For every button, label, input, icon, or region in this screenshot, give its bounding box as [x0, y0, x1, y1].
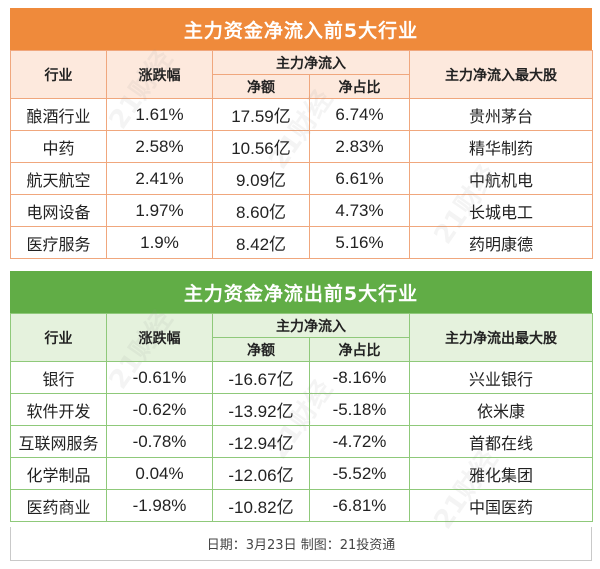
outflow-header-group: 主力净流入: [212, 313, 410, 338]
outflow-cell-top-stock: 首都在线: [409, 425, 593, 458]
outflow-title: 主力资金净流出前5大行业: [183, 282, 419, 305]
inflow-table-row: 中药 2.58% 10.56亿 2.83% 精华制药: [10, 130, 593, 163]
outflow-cell-industry: 软件开发: [10, 393, 107, 426]
outflow-cell-top-stock: 依米康: [409, 393, 593, 426]
inflow-cell-change: 1.9%: [106, 226, 213, 259]
outflow-cell-ratio: -5.52%: [309, 457, 410, 490]
outflow-cell-change: -1.98%: [106, 489, 213, 522]
inflow-cell-industry: 电网设备: [10, 194, 107, 227]
inflow-cell-amount: 17.59亿: [212, 98, 310, 131]
inflow-cell-industry: 中药: [10, 130, 107, 163]
outflow-cell-amount: -12.94亿: [212, 425, 310, 458]
outflow-cell-amount: -10.82亿: [212, 489, 310, 522]
outflow-table: 行业 涨跌幅 主力净流入 主力净流出最大股 净额 净占比 银行 -0.61% -16…: [10, 313, 593, 522]
inflow-header-change: 涨跌幅: [106, 50, 213, 99]
inflow-header-group: 主力净流入: [212, 50, 410, 75]
inflow-cell-industry: 酿酒行业: [10, 98, 107, 131]
outflow-header-ratio: 净占比: [309, 337, 410, 362]
inflow-cell-ratio: 6.61%: [309, 162, 410, 195]
inflow-table-row: 航天航空 2.41% 9.09亿 6.61% 中航机电: [10, 162, 593, 195]
inflow-cell-change: 1.61%: [106, 98, 213, 131]
footer-text: 日期：3月23日 制图：21投资通: [206, 538, 396, 553]
outflow-cell-industry: 互联网服务: [10, 425, 107, 458]
outflow-cell-change: -0.78%: [106, 425, 213, 458]
inflow-header-amount: 净额: [212, 74, 310, 99]
inflow-cell-top-stock: 精华制药: [409, 130, 593, 163]
inflow-cell-amount: 10.56亿: [212, 130, 310, 163]
inflow-cell-top-stock: 中航机电: [409, 162, 593, 195]
outflow-cell-ratio: -6.81%: [309, 489, 410, 522]
outflow-table-row: 互联网服务 -0.78% -12.94亿 -4.72% 首都在线: [10, 425, 593, 458]
outflow-cell-change: -0.62%: [106, 393, 213, 426]
outflow-cell-change: 0.04%: [106, 457, 213, 490]
outflow-header-amount: 净额: [212, 337, 310, 362]
inflow-cell-top-stock: 药明康德: [409, 226, 593, 259]
inflow-table-row: 医疗服务 1.9% 8.42亿 5.16% 药明康德: [10, 226, 593, 259]
inflow-cell-ratio: 5.16%: [309, 226, 410, 259]
inflow-cell-ratio: 4.73%: [309, 194, 410, 227]
footer-credit: 日期：3月23日 制图：21投资通: [10, 527, 592, 561]
outflow-cell-top-stock: 中国医药: [409, 489, 593, 522]
outflow-table-row: 银行 -0.61% -16.67亿 -8.16% 兴业银行: [10, 361, 593, 394]
outflow-cell-ratio: -8.16%: [309, 361, 410, 394]
inflow-cell-amount: 9.09亿: [212, 162, 310, 195]
outflow-cell-change: -0.61%: [106, 361, 213, 394]
inflow-cell-change: 1.97%: [106, 194, 213, 227]
outflow-cell-ratio: -5.18%: [309, 393, 410, 426]
outflow-cell-industry: 医药商业: [10, 489, 107, 522]
outflow-cell-amount: -13.92亿: [212, 393, 310, 426]
outflow-table-row: 软件开发 -0.62% -13.92亿 -5.18% 依米康: [10, 393, 593, 426]
outflow-header-top-stock: 主力净流出最大股: [409, 313, 593, 362]
inflow-table-row: 电网设备 1.97% 8.60亿 4.73% 长城电工: [10, 194, 593, 227]
inflow-cell-industry: 医疗服务: [10, 226, 107, 259]
inflow-title-banner: 主力资金净流入前5大行业: [10, 8, 592, 50]
outflow-table-row: 医药商业 -1.98% -10.82亿 -6.81% 中国医药: [10, 489, 593, 522]
outflow-cell-industry: 化学制品: [10, 457, 107, 490]
outflow-title-banner: 主力资金净流出前5大行业: [10, 271, 592, 313]
inflow-title: 主力资金净流入前5大行业: [183, 19, 419, 42]
inflow-cell-top-stock: 长城电工: [409, 194, 593, 227]
outflow-header-change: 涨跌幅: [106, 313, 213, 362]
outflow-cell-ratio: -4.72%: [309, 425, 410, 458]
outflow-cell-amount: -16.67亿: [212, 361, 310, 394]
inflow-table: 行业 涨跌幅 主力净流入 主力净流入最大股 净额 净占比 酿酒行业 1.61% 17…: [10, 50, 593, 259]
inflow-cell-amount: 8.60亿: [212, 194, 310, 227]
inflow-header-top-stock: 主力净流入最大股: [409, 50, 593, 99]
outflow-cell-industry: 银行: [10, 361, 107, 394]
inflow-cell-industry: 航天航空: [10, 162, 107, 195]
inflow-cell-ratio: 6.74%: [309, 98, 410, 131]
inflow-cell-top-stock: 贵州茅台: [409, 98, 593, 131]
inflow-header-ratio: 净占比: [309, 74, 410, 99]
inflow-cell-amount: 8.42亿: [212, 226, 310, 259]
outflow-cell-amount: -12.06亿: [212, 457, 310, 490]
outflow-cell-top-stock: 兴业银行: [409, 361, 593, 394]
outflow-table-row: 化学制品 0.04% -12.06亿 -5.52% 雅化集团: [10, 457, 593, 490]
inflow-table-row: 酿酒行业 1.61% 17.59亿 6.74% 贵州茅台: [10, 98, 593, 131]
inflow-cell-ratio: 2.83%: [309, 130, 410, 163]
inflow-header-industry: 行业: [10, 50, 107, 99]
inflow-cell-change: 2.41%: [106, 162, 213, 195]
inflow-cell-change: 2.58%: [106, 130, 213, 163]
outflow-header-industry: 行业: [10, 313, 107, 362]
outflow-cell-top-stock: 雅化集团: [409, 457, 593, 490]
